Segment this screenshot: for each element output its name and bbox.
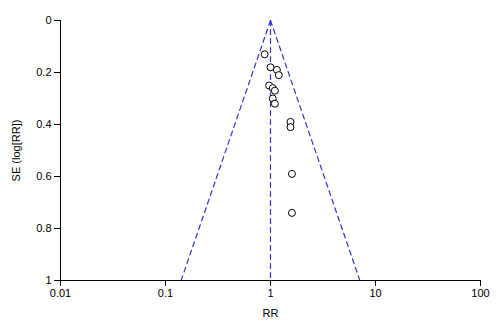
- svg-text:0.6: 0.6: [36, 170, 51, 182]
- svg-text:1: 1: [45, 274, 51, 286]
- svg-text:1: 1: [267, 287, 273, 299]
- svg-text:0: 0: [45, 14, 51, 26]
- svg-text:100: 100: [471, 287, 489, 299]
- svg-text:SE (log[RR]): SE (log[RR]): [10, 120, 22, 182]
- svg-text:10: 10: [369, 287, 381, 299]
- svg-text:0.1: 0.1: [158, 287, 173, 299]
- svg-text:0.2: 0.2: [36, 66, 51, 78]
- svg-text:0.8: 0.8: [36, 222, 51, 234]
- svg-text:0.01: 0.01: [50, 287, 71, 299]
- svg-text:0.4: 0.4: [36, 118, 51, 130]
- svg-text:RR: RR: [263, 307, 279, 319]
